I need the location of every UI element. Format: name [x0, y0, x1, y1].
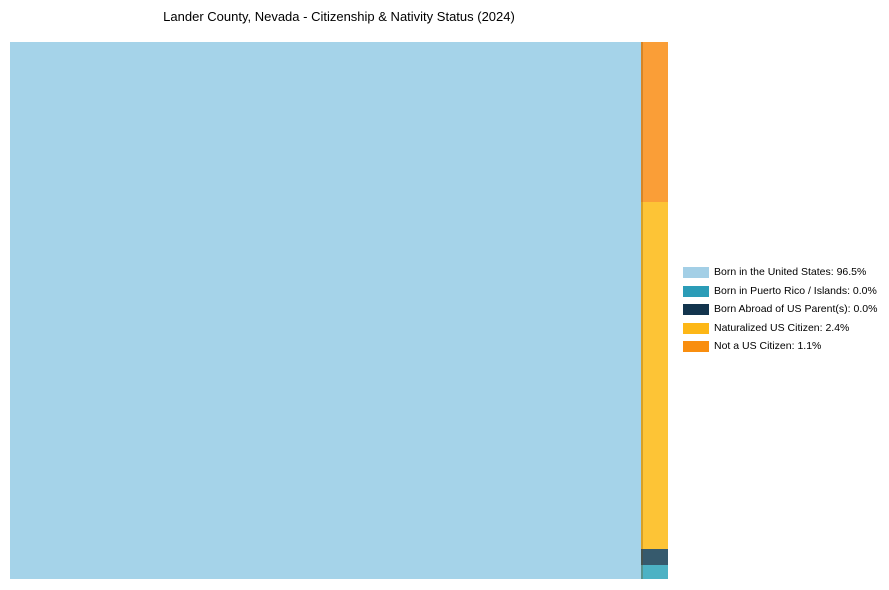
legend-swatch-naturalized [683, 322, 709, 334]
legend-item-born-in-us[interactable]: Born in the United States: 96.5% [683, 267, 877, 278]
legend-swatch-born-in-us [683, 267, 709, 278]
treemap-tile-born-in-puerto-rico-islands[interactable] [641, 565, 668, 579]
treemap-tile-naturalized-us-citizen[interactable] [641, 202, 668, 549]
chart-title: Lander County, Nevada - Citizenship & Na… [163, 9, 515, 24]
treemap-plot [10, 42, 668, 579]
legend-label: Not a US Citizen: 1.1% [714, 340, 822, 353]
legend-swatch-born-in-puerto-rico [683, 285, 709, 297]
treemap-tile-not-a-us-citizen[interactable] [641, 42, 668, 202]
legend-label: Born Abroad of US Parent(s): 0.0% [714, 303, 878, 316]
legend-label: Born in Puerto Rico / Islands: 0.0% [714, 284, 877, 297]
legend-item-naturalized[interactable]: Naturalized US Citizen: 2.4% [683, 321, 877, 334]
legend-swatch-born-abroad [683, 304, 709, 316]
legend-label: Born in the United States: 96.5% [714, 266, 867, 278]
legend-item-born-abroad[interactable]: Born Abroad of US Parent(s): 0.0% [683, 303, 878, 316]
legend-swatch-not-a-us-citizen [683, 341, 709, 353]
legend-label: Naturalized US Citizen: 2.4% [714, 321, 850, 334]
legend: Born in the United States: 96.5% Born in… [683, 267, 878, 353]
legend-item-not-a-us-citizen[interactable]: Not a US Citizen: 1.1% [683, 340, 877, 353]
treemap-minor-column [641, 42, 668, 579]
treemap-tile-born-abroad-of-us-parents[interactable] [641, 549, 668, 565]
legend-item-born-in-puerto-rico[interactable]: Born in Puerto Rico / Islands: 0.0% [683, 284, 877, 297]
treemap-tile-born-in-us[interactable] [10, 42, 641, 579]
